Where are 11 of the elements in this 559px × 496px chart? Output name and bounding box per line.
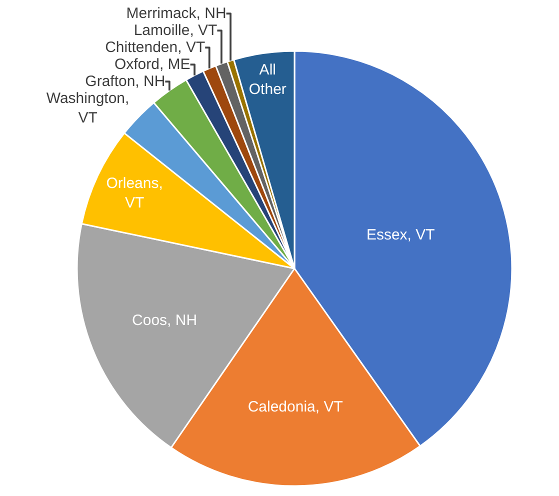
slice-label: All Other: [248, 62, 286, 98]
slice-label: Grafton, NH: [85, 73, 166, 90]
slice-label: Coos, NH: [132, 312, 198, 329]
slice-label: Oxford, ME: [114, 56, 190, 74]
slice-label: Essex, VT: [366, 226, 435, 244]
slice-label: Chittenden, VT: [105, 39, 206, 56]
slice-label: Caledonia, VT: [248, 398, 343, 416]
slice-label: Merrimack, NH: [126, 5, 226, 22]
slice-label: Lamoille, VT: [134, 22, 218, 40]
slice-label: Washington, VT: [46, 90, 130, 127]
slice-label: Orleans, VT: [106, 174, 163, 212]
